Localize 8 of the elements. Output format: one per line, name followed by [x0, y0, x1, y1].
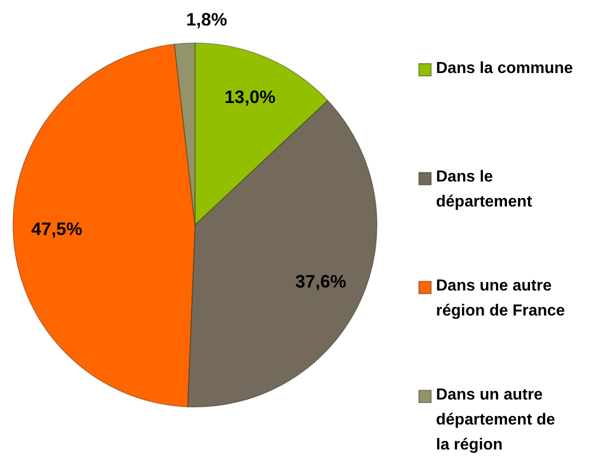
data-label: 1,8%: [186, 9, 228, 30]
legend-label: Dans la commune: [436, 60, 574, 77]
data-label: 37,6%: [295, 272, 346, 292]
legend-label: Dans une autre région de France: [436, 278, 566, 320]
legend-label: Dans un autre département de la région: [436, 386, 556, 454]
legend-label: Dans le département: [436, 168, 533, 211]
data-label: 47,5%: [31, 219, 82, 239]
data-label: 13,0%: [224, 87, 276, 108]
